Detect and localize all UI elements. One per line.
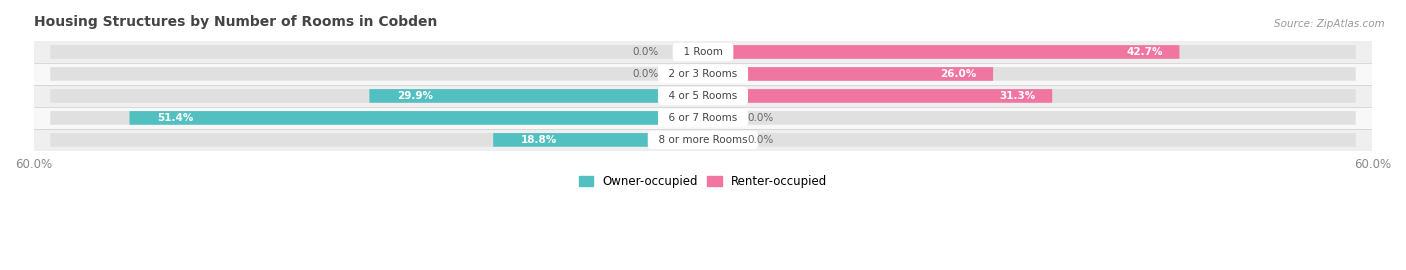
Text: 18.8%: 18.8% — [522, 135, 557, 145]
FancyBboxPatch shape — [494, 133, 703, 147]
Text: Source: ZipAtlas.com: Source: ZipAtlas.com — [1274, 19, 1385, 29]
Text: 42.7%: 42.7% — [1126, 47, 1163, 57]
Bar — [34, 107, 1372, 129]
FancyBboxPatch shape — [703, 111, 731, 125]
FancyBboxPatch shape — [703, 89, 1052, 103]
Text: Housing Structures by Number of Rooms in Cobden: Housing Structures by Number of Rooms in… — [34, 15, 437, 29]
Text: 0.0%: 0.0% — [633, 69, 658, 79]
Text: 0.0%: 0.0% — [748, 113, 773, 123]
FancyBboxPatch shape — [370, 89, 703, 103]
Text: 31.3%: 31.3% — [1000, 91, 1035, 101]
Text: 0.0%: 0.0% — [748, 135, 773, 145]
FancyBboxPatch shape — [51, 111, 1355, 125]
FancyBboxPatch shape — [51, 67, 1355, 81]
Bar — [34, 85, 1372, 107]
Bar — [34, 63, 1372, 85]
Text: 1 Room: 1 Room — [676, 47, 730, 57]
FancyBboxPatch shape — [51, 133, 1355, 147]
Legend: Owner-occupied, Renter-occupied: Owner-occupied, Renter-occupied — [574, 171, 832, 193]
Bar — [34, 129, 1372, 151]
FancyBboxPatch shape — [675, 45, 703, 59]
FancyBboxPatch shape — [703, 67, 993, 81]
FancyBboxPatch shape — [51, 89, 1355, 103]
Text: 51.4%: 51.4% — [157, 113, 194, 123]
Bar — [34, 41, 1372, 63]
Text: 6 or 7 Rooms: 6 or 7 Rooms — [662, 113, 744, 123]
Text: 29.9%: 29.9% — [398, 91, 433, 101]
FancyBboxPatch shape — [675, 67, 703, 81]
Text: 8 or more Rooms: 8 or more Rooms — [652, 135, 754, 145]
FancyBboxPatch shape — [129, 111, 703, 125]
FancyBboxPatch shape — [51, 45, 1355, 59]
FancyBboxPatch shape — [703, 45, 1180, 59]
Text: 4 or 5 Rooms: 4 or 5 Rooms — [662, 91, 744, 101]
Text: 0.0%: 0.0% — [633, 47, 658, 57]
FancyBboxPatch shape — [703, 133, 731, 147]
Text: 2 or 3 Rooms: 2 or 3 Rooms — [662, 69, 744, 79]
Text: 26.0%: 26.0% — [941, 69, 976, 79]
